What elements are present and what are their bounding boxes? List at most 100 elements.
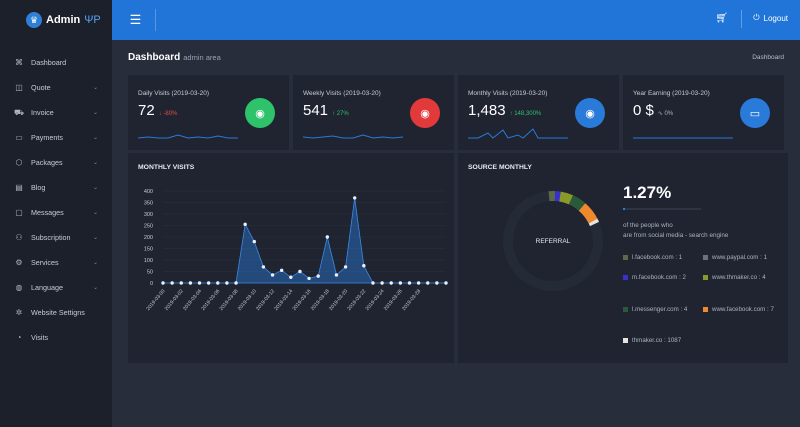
sidebar-item-website-settigns[interactable]: ✲ Website Settigns	[0, 300, 112, 325]
data-point[interactable]	[252, 239, 256, 244]
panel-title: MONTHLY VISITS	[138, 164, 195, 171]
donut-segment	[554, 191, 561, 202]
data-point[interactable]	[416, 281, 421, 285]
data-point[interactable]	[316, 274, 320, 278]
lion-logo-icon: ♛	[26, 12, 42, 28]
data-point[interactable]	[206, 281, 211, 285]
logout-button[interactable]: ⏻ Logout	[741, 10, 788, 28]
sidebar-item-label: Invoice	[31, 108, 54, 117]
sidebar-item-services[interactable]: ⚙ Services ⌄	[0, 250, 112, 275]
stat-card: Weekly Visits (2019-03-20) 541 ↑ 27% ◉	[293, 75, 454, 150]
sidebar-item-visits[interactable]: ◔ Visits	[0, 325, 112, 350]
stat-label: Daily Visits (2019-03-20)	[138, 90, 210, 97]
data-point[interactable]	[170, 281, 174, 285]
data-point[interactable]	[216, 281, 220, 285]
legend-swatch	[703, 307, 708, 312]
legend-item: www.facebook.com : 7	[703, 305, 783, 315]
stat-card: Year Earning (2019-03-20) 0 $ ∿ 0% ▭	[623, 75, 784, 150]
sidebar-item-messages[interactable]: ▢ Messages ⌄	[0, 200, 112, 225]
data-point[interactable]	[334, 273, 339, 277]
data-point[interactable]	[444, 281, 448, 285]
package-icon: ⬡	[15, 158, 23, 167]
donut-center-label: REFERRAL	[536, 238, 571, 245]
stat-change: ↑ 148,300%	[509, 111, 542, 117]
stat-card: Monthly Visits (2019-03-20) 1,483 ↑ 148,30…	[458, 75, 619, 150]
data-point[interactable]	[289, 275, 293, 279]
stat-change: ↓ -80%	[158, 111, 178, 117]
data-point[interactable]	[371, 281, 375, 285]
chevron-down-icon: ⌄	[92, 260, 98, 266]
breadcrumb[interactable]: Dashboard	[752, 54, 784, 61]
data-point[interactable]	[261, 265, 266, 269]
data-point[interactable]	[188, 281, 193, 285]
data-point[interactable]	[234, 281, 238, 285]
data-point[interactable]	[380, 281, 384, 285]
sidebar-item-label: Messages	[31, 208, 64, 217]
data-point[interactable]	[161, 281, 165, 285]
sidebar-item-subscription[interactable]: ⚇ Subscription ⌄	[0, 225, 112, 250]
source-percent: 1.27%	[623, 183, 672, 202]
x-tick-label: 2019-03-28	[401, 288, 422, 312]
sidebar-item-packages[interactable]: ⬡ Packages ⌄	[0, 150, 112, 175]
main-content: Dashboard admin area Dashboard Daily Visi…	[112, 40, 800, 427]
data-point[interactable]	[435, 281, 439, 285]
cart-icon[interactable]: 🛒︎	[715, 13, 728, 24]
legend-label: l.facebook.com : 1	[632, 254, 683, 261]
page-subtitle: admin area	[183, 53, 221, 62]
chevron-down-icon: ⌄	[92, 235, 98, 241]
eye-icon: ◉	[575, 98, 605, 128]
sidebar-item-label: Subscription	[31, 233, 71, 242]
data-point[interactable]	[407, 281, 412, 285]
data-point[interactable]	[307, 276, 311, 281]
y-tick-label: 300	[144, 212, 153, 218]
data-point[interactable]	[389, 281, 393, 285]
sparkline	[633, 137, 733, 139]
data-point[interactable]	[225, 281, 229, 285]
legend-item: l.facebook.com : 1	[623, 253, 703, 263]
data-point[interactable]	[325, 235, 330, 239]
area-series	[163, 197, 446, 284]
data-point[interactable]	[179, 281, 183, 285]
donut-segment	[568, 195, 586, 211]
hamburger-menu-icon[interactable]: ☰	[116, 9, 156, 31]
data-point[interactable]	[426, 281, 430, 285]
sidebar-item-blog[interactable]: ▤ Blog ⌄	[0, 175, 112, 200]
sidebar-item-invoice[interactable]: ⛟ Invoice ⌄	[0, 100, 112, 125]
sidebar-item-dashboard[interactable]: ⌘ Dashboard	[0, 50, 112, 75]
stat-value: 541 ↑ 27%	[303, 102, 349, 119]
legend-swatch	[623, 338, 628, 343]
sidebar-item-language[interactable]: ◍ Language ⌄	[0, 275, 112, 300]
sidebar-item-label: Packages	[31, 158, 63, 167]
data-point[interactable]	[362, 264, 366, 268]
stat-label: Year Earning (2019-03-20)	[633, 90, 710, 97]
pie-chart-icon: ◔	[16, 333, 22, 342]
logo[interactable]: ♛ Admin ΨP	[0, 0, 112, 40]
sidebar-item-payments[interactable]: ▭ Payments ⌄	[0, 125, 112, 150]
data-point[interactable]	[197, 281, 202, 285]
donut-segment	[588, 218, 600, 227]
data-point[interactable]	[398, 281, 403, 285]
power-icon: ⏻	[753, 13, 760, 22]
chevron-down-icon: ⌄	[92, 85, 98, 91]
data-point[interactable]	[243, 222, 247, 227]
y-tick-label: 100	[144, 258, 153, 264]
globe-icon: ◍	[15, 283, 23, 292]
data-point[interactable]	[298, 269, 302, 274]
topbar: ☰ 🛒︎ ⏻ Logout	[112, 0, 800, 40]
chevron-down-icon: ⌄	[92, 160, 98, 166]
legend-label: www.thmaker.co : 4	[712, 274, 766, 281]
stat-label: Weekly Visits (2019-03-20)	[303, 90, 381, 97]
sidebar-item-quote[interactable]: ◫ Quote ⌄	[0, 75, 112, 100]
data-point[interactable]	[279, 268, 284, 273]
legend-swatch	[703, 255, 708, 260]
stat-value: 72 ↓ -80%	[138, 102, 178, 119]
data-point[interactable]	[270, 273, 275, 277]
data-point[interactable]	[343, 265, 348, 269]
legend-label: www.facebook.com : 7	[712, 306, 774, 313]
chevron-down-icon: ⌄	[92, 185, 98, 191]
users-icon: ⚇	[15, 233, 23, 242]
sidebar-item-label: Dashboard	[31, 58, 67, 67]
legend-label: l.messenger.com : 4	[632, 306, 688, 313]
y-tick-label: 400	[144, 189, 153, 195]
data-point[interactable]	[353, 196, 357, 200]
